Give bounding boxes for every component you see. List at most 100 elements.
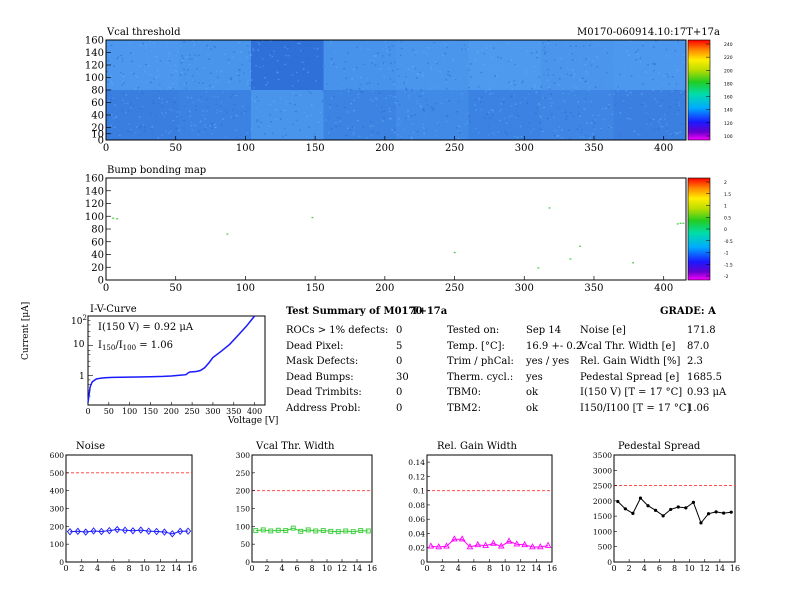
threshold-map-pixel bbox=[533, 53, 535, 56]
threshold-map-pixel bbox=[469, 45, 472, 47]
threshold-map-pixel bbox=[416, 100, 419, 102]
threshold-map-pixel bbox=[475, 109, 478, 111]
mini-chart-title: Vcal Thr. Width bbox=[256, 441, 335, 452]
threshold-map-pixel bbox=[577, 106, 579, 108]
threshold-map-pixel bbox=[180, 116, 183, 118]
threshold-map-pixel bbox=[524, 97, 526, 100]
threshold-map-pixel bbox=[349, 128, 351, 131]
threshold-map-pixel bbox=[458, 77, 461, 80]
mini-ytick-label: 150 bbox=[236, 505, 251, 514]
threshold-map-pixel bbox=[176, 115, 178, 118]
threshold-map-pixel bbox=[392, 81, 395, 83]
threshold-map-pixel bbox=[362, 126, 365, 128]
threshold-map-pixel bbox=[296, 71, 298, 74]
threshold-map-pixel bbox=[228, 59, 230, 61]
threshold-map-pixel bbox=[211, 123, 214, 125]
threshold-map-pixel bbox=[180, 45, 182, 48]
data-point bbox=[722, 511, 726, 515]
threshold-map-pixel bbox=[577, 101, 579, 103]
threshold-map-pixel bbox=[302, 68, 305, 70]
threshold-map-pixel bbox=[589, 137, 591, 139]
threshold-map-pixel bbox=[313, 133, 316, 136]
threshold-map-pixel bbox=[347, 90, 349, 92]
threshold-map-pixel bbox=[645, 112, 648, 114]
threshold-map-pixel bbox=[491, 87, 493, 89]
threshold-map-pixel bbox=[674, 50, 677, 52]
condition-label: Tested on: bbox=[447, 325, 500, 336]
threshold-map-pixel bbox=[237, 52, 240, 54]
threshold-map-pixel bbox=[246, 56, 248, 58]
bump-palette-tick-label: 0.5 bbox=[724, 215, 731, 221]
threshold-map-pixel bbox=[270, 52, 273, 54]
threshold-map-pixel bbox=[127, 43, 130, 45]
threshold-map-pixel bbox=[541, 130, 544, 132]
threshold-map-pixel bbox=[489, 93, 491, 95]
iv-ratio-sub2: 100 bbox=[122, 344, 137, 352]
defect-label: Dead Trimbits: bbox=[286, 387, 362, 398]
threshold-map-pixel bbox=[129, 52, 132, 54]
threshold-map-pixel bbox=[368, 82, 371, 84]
threshold-map-pixel bbox=[374, 97, 376, 99]
threshold-map-pixel bbox=[665, 127, 668, 129]
threshold-map-pixel bbox=[458, 125, 461, 127]
threshold-map-pixel bbox=[413, 91, 416, 94]
threshold-map-pixel bbox=[176, 114, 179, 117]
threshold-map-pixel bbox=[128, 123, 130, 125]
threshold-map-pixel bbox=[662, 126, 664, 128]
threshold-map-pixel bbox=[630, 77, 632, 79]
threshold-map-pixel bbox=[210, 48, 212, 50]
threshold-map-pixel bbox=[525, 69, 527, 71]
threshold-map-pixel bbox=[535, 91, 538, 94]
threshold-map-pixel bbox=[187, 96, 189, 99]
data-point bbox=[358, 528, 364, 534]
threshold-map-pixel bbox=[405, 81, 408, 83]
threshold-map-pixel bbox=[180, 62, 183, 64]
threshold-map-pixel bbox=[371, 100, 374, 102]
threshold-map-pixel bbox=[681, 123, 683, 125]
threshold-map-pixel bbox=[420, 106, 422, 108]
threshold-map-pixel bbox=[225, 109, 227, 111]
threshold-map-title: Vcal threshold bbox=[107, 27, 181, 38]
threshold-map-pixel bbox=[158, 90, 160, 93]
threshold-map-pixel bbox=[143, 130, 146, 132]
threshold-map-ytick-label: 40 bbox=[91, 111, 104, 122]
threshold-map-pixel bbox=[297, 42, 299, 45]
threshold-map-pixel bbox=[476, 51, 479, 53]
threshold-map-pixel bbox=[202, 82, 204, 84]
threshold-map-pixel bbox=[307, 132, 309, 135]
data-point bbox=[544, 541, 552, 548]
threshold-map-pixel bbox=[394, 96, 397, 98]
threshold-map-pixel bbox=[519, 102, 522, 104]
threshold-map-pixel bbox=[516, 136, 519, 139]
threshold-map-pixel bbox=[592, 119, 594, 122]
threshold-map-pixel bbox=[186, 113, 189, 116]
threshold-map-pixel bbox=[403, 59, 405, 62]
threshold-map-pixel bbox=[108, 62, 110, 64]
threshold-map-pixel bbox=[397, 118, 400, 120]
threshold-map-pixel bbox=[411, 70, 413, 73]
threshold-map-pixel bbox=[452, 88, 454, 90]
threshold-map-pixel bbox=[534, 84, 537, 87]
threshold-map-pixel bbox=[562, 93, 564, 95]
iv-title: I-V-Curve bbox=[90, 304, 137, 315]
threshold-map-pixel bbox=[369, 98, 372, 101]
data-point bbox=[305, 527, 311, 533]
threshold-map-pixel bbox=[481, 61, 484, 64]
threshold-map-pixel bbox=[165, 130, 167, 132]
threshold-map-pixel bbox=[457, 130, 460, 132]
threshold-map-pixel bbox=[108, 135, 110, 138]
threshold-map-pixel bbox=[329, 104, 332, 106]
threshold-map-pixel bbox=[492, 114, 494, 116]
threshold-map-pixel bbox=[659, 118, 662, 120]
threshold-map-pixel bbox=[369, 125, 372, 127]
threshold-map-pixel bbox=[573, 76, 575, 78]
threshold-map-pixel bbox=[332, 63, 335, 65]
threshold-map-pixel bbox=[185, 56, 187, 58]
threshold-map-pixel bbox=[313, 47, 316, 49]
threshold-map-pixel bbox=[235, 129, 237, 131]
result-label: Rel. Gain Width [%] bbox=[580, 356, 681, 367]
mini-ytick-label: 0.04 bbox=[408, 529, 425, 538]
threshold-map-pixel bbox=[136, 126, 138, 128]
threshold-map-pixel bbox=[247, 80, 250, 82]
threshold-map-pixel bbox=[183, 120, 185, 122]
